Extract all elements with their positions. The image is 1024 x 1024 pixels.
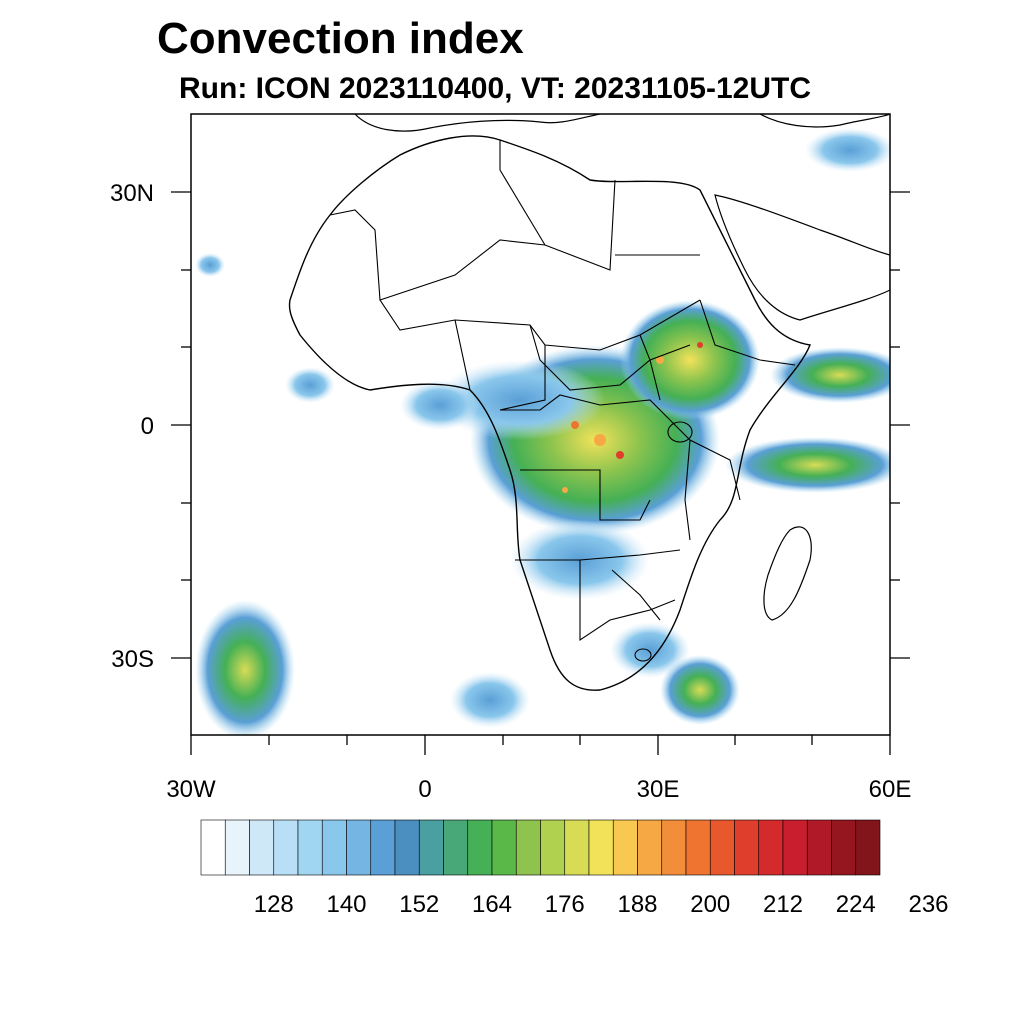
- colorbar-swatch: [685, 819, 711, 876]
- colorbar-swatch: [806, 819, 832, 876]
- lon-label-0: 0: [418, 776, 431, 803]
- turkey-coastline: [759, 114, 890, 128]
- colorbar-swatch: [540, 819, 566, 876]
- europe-coastline: [354, 114, 601, 132]
- colorbar-swatch: [224, 819, 250, 876]
- colorbar-swatch: [370, 819, 396, 876]
- colorbar-swatch: [297, 819, 323, 876]
- lon-label-30e: 30E: [637, 776, 680, 803]
- colorbar-swatch: [612, 819, 638, 876]
- colorbar-labels: 128 140 152 164 176 188 200 212 224 236: [254, 891, 949, 918]
- colorbar-swatch: [564, 819, 590, 876]
- colorbar-swatch: [588, 819, 614, 876]
- colorbar-label: 188: [617, 891, 657, 918]
- convection-field: [195, 128, 890, 735]
- colorbar-label: 176: [545, 891, 585, 918]
- colorbar-swatch: [249, 819, 275, 876]
- colorbar-label: 164: [472, 891, 512, 918]
- colorbar-swatch: [758, 819, 784, 876]
- colorbar-swatch: [709, 819, 735, 876]
- axis-ticks: [171, 191, 910, 755]
- arabia-coastline: [714, 194, 890, 321]
- colorbar-swatch: [467, 819, 493, 876]
- colorbar-swatch: [273, 819, 299, 876]
- colorbar-label: 224: [836, 891, 876, 918]
- colorbar-swatch: [855, 819, 881, 876]
- lat-label-30n: 30N: [110, 180, 154, 207]
- colorbar-swatch: [200, 819, 226, 876]
- colorbar-swatch: [782, 819, 808, 876]
- colorbar-swatch: [346, 819, 372, 876]
- madagascar-outline: [763, 526, 812, 621]
- colorbar-swatch: [661, 819, 687, 876]
- colorbar: [200, 819, 881, 876]
- colorbar-swatch: [321, 819, 347, 876]
- colorbar-swatch: [515, 819, 541, 876]
- colorbar-swatch: [831, 819, 857, 876]
- lon-label-60e: 60E: [869, 776, 912, 803]
- colorbar-swatch: [418, 819, 444, 876]
- colorbar-label: 140: [326, 891, 366, 918]
- colorbar-label: 200: [690, 891, 730, 918]
- colorbar-swatch: [394, 819, 420, 876]
- colorbar-label: 128: [254, 891, 294, 918]
- colorbar-label: 152: [399, 891, 439, 918]
- country-borders: [329, 140, 796, 642]
- chart-subtitle: Run: ICON 2023110400, VT: 20231105-12UTC: [179, 72, 812, 105]
- colorbar-swatch: [637, 819, 663, 876]
- lat-label-0: 0: [141, 413, 154, 440]
- colorbar-swatch: [734, 819, 760, 876]
- colorbar-label: 236: [908, 891, 948, 918]
- colorbar-swatch: [443, 819, 469, 876]
- lake-victoria: [667, 421, 693, 443]
- colorbar-swatch: [491, 819, 517, 876]
- lon-label-30w: 30W: [166, 776, 216, 803]
- lesotho-outline: [634, 648, 652, 662]
- lat-label-30s: 30S: [111, 646, 154, 673]
- chart-title: Convection index: [157, 14, 524, 63]
- colorbar-label: 212: [763, 891, 803, 918]
